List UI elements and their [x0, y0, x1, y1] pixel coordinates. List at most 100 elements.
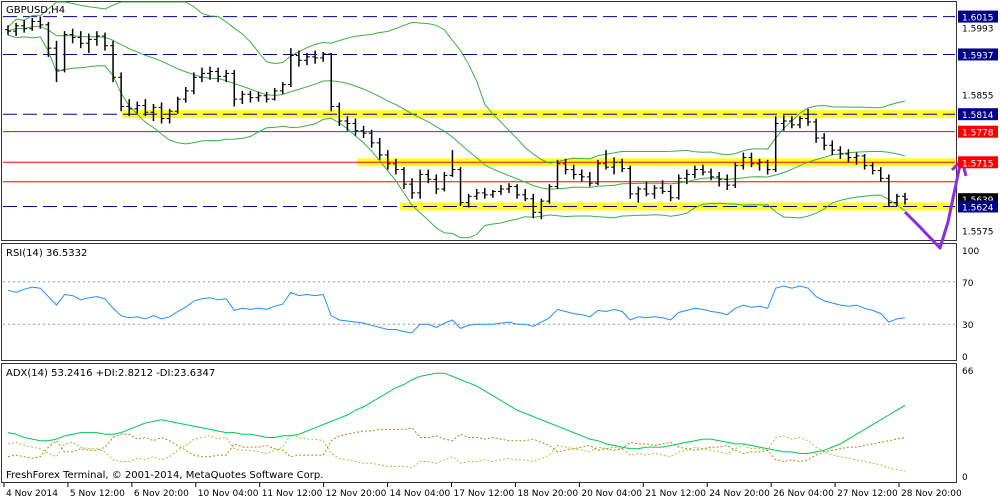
candle	[805, 108, 812, 126]
candle	[473, 189, 480, 200]
candle	[893, 193, 900, 206]
candle	[821, 133, 828, 151]
candle	[312, 50, 319, 64]
rsi-panel-frame	[1, 243, 957, 361]
candle	[594, 159, 601, 186]
candle	[845, 149, 852, 163]
adx-line	[7, 372, 906, 454]
price-label-box	[958, 200, 998, 213]
candle	[53, 40, 60, 83]
candle	[619, 158, 626, 172]
price-tick-label: 1.5993	[962, 24, 994, 34]
candle	[465, 193, 472, 208]
candle	[223, 70, 230, 83]
candle	[409, 178, 416, 199]
candle	[740, 152, 747, 170]
candle	[861, 154, 868, 170]
candle	[417, 169, 424, 199]
candle	[5, 25, 11, 36]
candle	[586, 172, 593, 187]
price-label-text: 1.6015	[962, 14, 994, 24]
candle	[336, 102, 343, 126]
price-label-text: 1.5715	[962, 159, 994, 169]
price-label-text: 1.5814	[962, 111, 994, 121]
candle	[207, 66, 214, 80]
rsi-label: RSI(14) 36.5332	[6, 248, 87, 259]
candle	[837, 146, 844, 159]
adx-panel-frame	[1, 363, 957, 483]
candle	[352, 118, 359, 136]
candle	[756, 158, 763, 171]
candle	[425, 169, 432, 184]
candle	[85, 33, 92, 53]
candle	[449, 150, 456, 177]
candle	[554, 159, 561, 189]
candle	[441, 172, 448, 192]
candle	[691, 165, 698, 179]
adx-label: ADX(14) 53.2416 +DI:2.8212 -DI:23.6347	[6, 368, 215, 379]
time-tick-label: 20 Nov 04:00	[581, 489, 642, 499]
candle	[271, 87, 278, 101]
candle	[829, 140, 836, 155]
time-tick-label: 6 Nov 20:00	[134, 489, 189, 499]
candle	[724, 174, 731, 190]
rsi-tick-label: 70	[962, 279, 974, 289]
rsi-tick-label: 100	[962, 247, 979, 257]
price-label-text: 1.5778	[962, 129, 994, 139]
candle	[772, 116, 779, 172]
candle	[578, 169, 585, 182]
minus-di-line	[7, 427, 906, 463]
candle	[150, 104, 157, 121]
time-tick-label: 10 Nov 04:00	[198, 489, 259, 499]
candle	[69, 28, 76, 44]
time-tick-label: 27 Nov 12:00	[837, 489, 898, 499]
projection-arrow	[903, 164, 962, 250]
candle	[295, 50, 302, 67]
time-tick-label: 4 Nov 2014	[6, 489, 58, 499]
candle	[263, 91, 270, 103]
candle	[643, 181, 650, 197]
band-middle	[7, 25, 906, 190]
time-tick-label: 11 Nov 12:00	[262, 489, 323, 499]
candle	[29, 18, 36, 31]
adx-tick-label: 0	[962, 473, 968, 483]
candle	[126, 99, 133, 117]
price-layer	[3, 1, 968, 250]
candle	[287, 48, 294, 87]
plus-di-line	[7, 433, 906, 472]
candle	[651, 185, 658, 199]
candle	[384, 150, 391, 170]
candle	[748, 152, 755, 168]
candle	[61, 31, 68, 73]
price-label-box	[958, 10, 998, 23]
candle	[77, 31, 84, 49]
time-tick-label: 26 Nov 04:00	[773, 489, 834, 499]
candle	[255, 91, 262, 102]
candle	[182, 87, 189, 103]
price-panel-frame	[1, 1, 957, 241]
candle	[659, 180, 666, 194]
candle	[279, 82, 286, 94]
candle	[368, 129, 375, 148]
candle	[400, 167, 407, 189]
candle	[780, 115, 787, 131]
adx-tick-label: 66	[962, 367, 974, 377]
candle	[683, 169, 690, 185]
candle	[37, 16, 44, 29]
rsi-tick-label: 30	[962, 321, 974, 331]
candle	[190, 72, 197, 95]
time-tick-label: 21 Nov 12:00	[645, 489, 706, 499]
rsi-tick-label: 0	[962, 353, 968, 363]
price-label-text: 1.5624	[962, 203, 994, 213]
adx-layer	[7, 372, 906, 472]
candle	[304, 53, 310, 66]
candle	[611, 157, 618, 175]
candle	[635, 186, 642, 203]
candle	[93, 31, 100, 46]
price-label-text: 1.5937	[962, 51, 994, 61]
candle	[457, 167, 464, 206]
candle	[788, 116, 795, 129]
candle	[110, 40, 117, 83]
candle	[538, 198, 545, 220]
price-tick-label: 1.5855	[962, 91, 994, 101]
